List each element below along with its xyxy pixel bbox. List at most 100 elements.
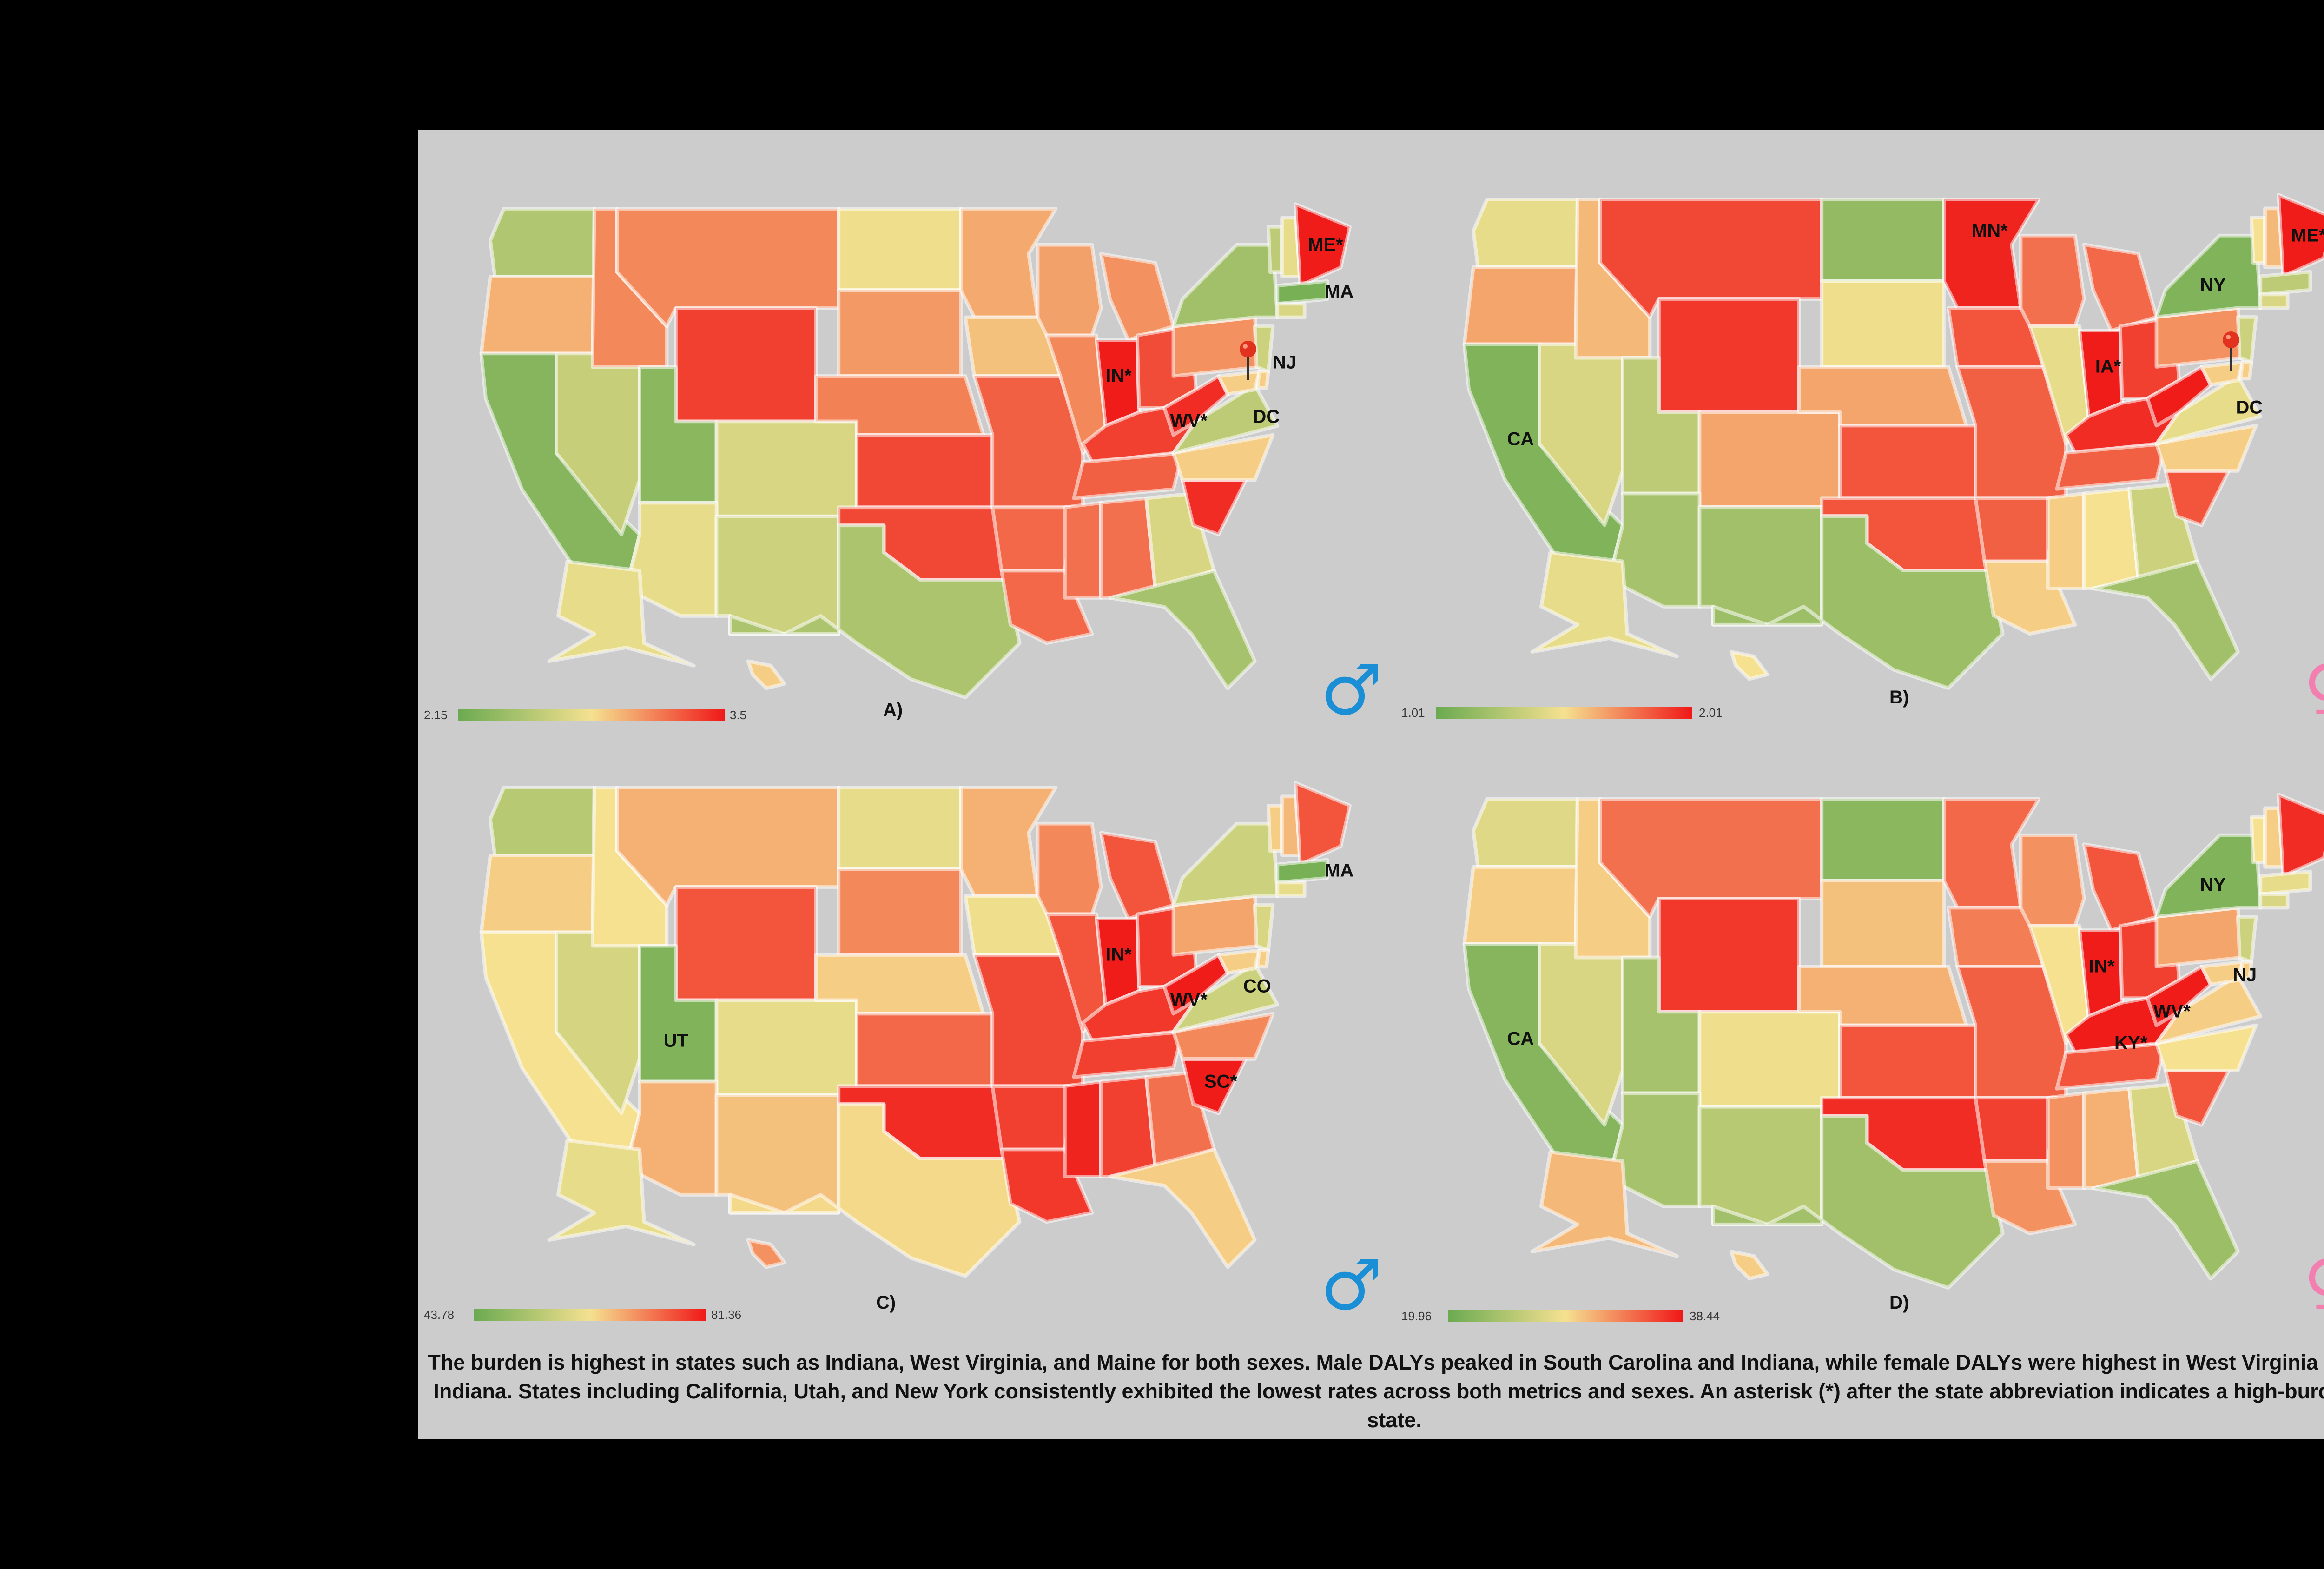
state-vt [2249,815,2267,865]
state-wi [2019,233,2086,328]
state-sd [837,288,963,378]
state-ms [2046,491,2086,590]
state-wa [489,786,596,857]
state-va [1171,962,1280,1034]
state-co [714,998,859,1097]
state-co [1697,410,1842,509]
state-va [2154,973,2263,1046]
state-label: ME* [2291,225,2324,246]
state-ak [547,560,696,668]
state-tx [1711,514,2005,690]
state-ct [2258,892,2290,910]
state-wi [1036,243,1103,338]
state-label: WV* [2153,1001,2191,1022]
scale-max-label: 81.36 [711,1308,742,1322]
state-hi [1729,1250,1769,1281]
state-wa [1472,198,1579,269]
state-co [1697,1010,1842,1109]
state-va [2154,374,2263,446]
state-md [2199,360,2245,387]
state-wi [2019,833,2086,928]
state-fl [1108,569,1257,690]
panel-letter: B) [1889,687,1909,708]
female-symbol-icon: ♀ [2303,1251,2324,1320]
state-ma [2258,869,2312,896]
state-nj [1253,903,1275,953]
state-ny [1171,243,1280,328]
state-nc [2154,1023,2258,1072]
state-md [1216,370,1261,396]
state-ak [547,1139,696,1246]
state-md [2199,960,2245,986]
state-hi [746,1238,786,1269]
state-co [714,419,859,518]
scale-max-label: 2.01 [1699,706,1723,720]
state-fl [2091,1159,2240,1281]
state-nc [1171,1012,1275,1061]
state-label: CO [1243,976,1271,997]
state-de [1255,370,1270,390]
state-or [1462,865,1579,946]
state-label: SC* [1204,1071,1237,1092]
state-label: ME* [1308,234,1343,255]
state-ct [1275,880,1307,898]
scale-max-label: 38.44 [1690,1309,1720,1323]
state-wa [1472,797,1579,869]
state-label: KY* [2114,1033,2148,1053]
scale-max-label: 3.5 [730,708,747,722]
state-ct [1275,302,1307,319]
state-label: WV* [1170,989,1208,1010]
state-hi [1729,650,1769,681]
state-tx [728,1102,1022,1278]
state-mi [2082,243,2159,333]
state-sd [1820,279,1946,369]
state-vt [2249,215,2267,265]
state-nj [2236,915,2258,964]
state-sd [837,867,963,957]
state-ms [1063,501,1103,600]
state-sc [2164,1068,2231,1127]
state-label: WV* [1170,410,1208,431]
state-ma [1275,279,1329,306]
state-de [2238,360,2253,381]
state-or [479,854,596,934]
state-label: DC [2236,397,2263,418]
male-symbol-icon: ♂ [1320,650,1383,731]
state-nd [837,786,963,871]
state-label: MN* [1971,220,2008,241]
state-md [1216,948,1261,975]
state-label: MA [1325,281,1354,302]
state-nd [1820,198,1946,283]
state-wa [489,207,596,278]
state-mi [2082,842,2159,933]
state-ar [990,505,1076,573]
state-wy [1657,297,1801,414]
state-label: IN* [2089,956,2115,977]
state-label: NY [2200,874,2226,895]
state-ma [2258,270,2312,297]
color-scale-bar [1436,707,1692,719]
state-ak [1530,550,1679,658]
state-ct [2258,292,2290,310]
state-ak [1530,1150,1679,1258]
panel-letter: D) [1889,1292,1909,1313]
state-wi [1036,821,1103,916]
state-nd [837,207,963,292]
state-tn [2055,442,2167,491]
panel-letter: A) [883,700,903,720]
color-scale-bar [1448,1310,1683,1322]
state-label: NJ [2233,965,2257,986]
state-mi [1099,252,1175,342]
state-sc [2164,469,2231,527]
state-ar [1974,496,2059,563]
state-de [1255,948,1270,969]
state-tn [1072,451,1184,500]
state-ma [1275,858,1329,885]
state-me [2277,793,2324,878]
state-ar [990,1084,1076,1152]
map-panel-c [479,781,1352,1278]
panel-letter: C) [876,1292,896,1313]
state-wy [674,885,818,1002]
state-wy [1657,897,1801,1014]
state-vt [1266,803,1284,853]
